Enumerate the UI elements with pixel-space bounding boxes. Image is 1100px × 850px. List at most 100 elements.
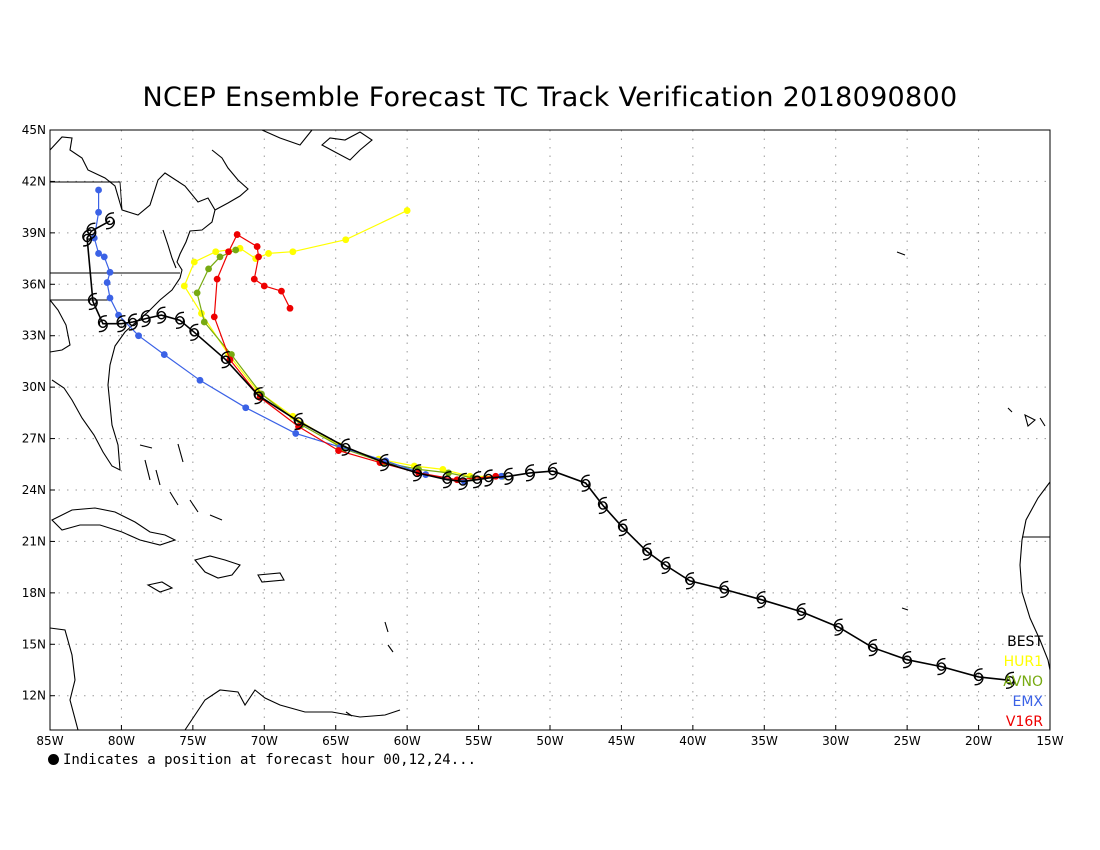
coastline-africa [1019, 481, 1051, 671]
track-point-emx [292, 430, 300, 437]
track-point-v16r [260, 282, 268, 290]
hurricane-symbol-eye [719, 585, 729, 594]
hurricane-symbol-eye [937, 662, 946, 671]
track-line-v16r [213, 233, 496, 481]
track-line-best [86, 220, 1011, 682]
x-tick-label: 50W [536, 734, 563, 748]
x-tick-label: 30W [822, 734, 849, 748]
hurricane-symbol-eye [618, 523, 628, 533]
y-tick-label: 27N [22, 432, 46, 446]
y-tick-label: 45N [22, 123, 46, 137]
island-bermuda [896, 251, 906, 256]
track-point-avno [216, 253, 224, 261]
track-v16r [210, 231, 500, 484]
track-point-emx [106, 294, 114, 302]
hurricane-symbol-eye [157, 310, 166, 320]
track-point-emx [95, 250, 102, 257]
x-tick-label: 55W [465, 734, 492, 748]
track-point-hur1 [190, 258, 198, 266]
track-point-v16r [335, 447, 342, 454]
hurricane-symbol-eye [757, 595, 766, 605]
track-line-avno [196, 249, 503, 479]
chart-title: NCEP Ensemble Forecast TC Track Verifica… [142, 82, 958, 113]
x-tick-label: 75W [179, 734, 206, 748]
legend-entry-avno: AVNO [1003, 674, 1043, 690]
hurricane-symbol-eye [442, 475, 452, 485]
track-point-v16r [278, 287, 285, 295]
hurricane-symbol-eye [548, 466, 558, 476]
hurricane-symbol-eye [598, 501, 608, 510]
x-tick-label: 15W [1036, 734, 1063, 748]
y-tick-label: 30N [22, 380, 46, 394]
coastline-gulf [49, 299, 71, 353]
hurricane-symbol-eye [189, 327, 199, 337]
track-point-hur1 [403, 207, 411, 214]
hurricane-symbol-eye [105, 216, 115, 226]
border-canada-us [50, 181, 123, 211]
footnote: Indicates a position at forecast hour 00… [48, 752, 476, 768]
y-tick-label: 42N [22, 174, 46, 188]
footnote-text: Indicates a position at forecast hour 00… [63, 752, 477, 768]
track-point-hur1 [439, 466, 447, 473]
track-point-emx [100, 253, 108, 261]
track-point-emx [103, 279, 111, 286]
hurricane-symbol-eye [294, 417, 303, 426]
hurricane-symbol-eye [525, 468, 535, 478]
forecast-tracks [82, 186, 1015, 689]
hurricane-symbol-eye [128, 317, 138, 327]
track-point-avno [228, 351, 235, 358]
legend-entry-hur1: HUR1 [1004, 654, 1043, 670]
coastline-north-america [49, 136, 216, 471]
hurricane-symbol-eye [87, 226, 96, 236]
track-point-v16r [210, 313, 218, 321]
track-point-avno [232, 246, 240, 254]
hurricane-symbol-eye [472, 475, 482, 485]
hurricane-symbol-eye [504, 471, 513, 481]
coastlines [49, 129, 1051, 731]
y-tick-label: 33N [22, 329, 46, 343]
track-point-v16r [233, 231, 241, 238]
hurricane-symbol-eye [661, 561, 671, 570]
coastline-newfoundland-gulf [261, 129, 313, 146]
x-tick-label: 70W [251, 734, 278, 748]
track-point-avno [193, 289, 201, 297]
coastline-maine [211, 149, 249, 211]
x-tick-label: 20W [965, 734, 992, 748]
track-point-emx [196, 376, 204, 384]
hurricane-symbol-eye [458, 477, 468, 486]
hurricane-symbol-eye [581, 478, 591, 488]
y-tick-label: 24N [22, 483, 46, 497]
hurricane-symbol-eye [117, 319, 126, 329]
legend: BEST HUR1 AVNO EMX V16R [1003, 634, 1043, 730]
hurricane-symbol-eye [175, 315, 185, 325]
track-point-emx [106, 268, 114, 276]
tick-labels: 85W 80W 75W 70W 65W 60W 55W 50W 45W 40W 35W 30W 25W 2… [22, 123, 1064, 748]
track-point-emx [90, 234, 98, 242]
coastline-central-america [49, 627, 79, 731]
x-tick-label: 35W [751, 734, 778, 748]
track-emx [90, 186, 505, 485]
island-lesser-antilles [345, 621, 394, 717]
x-tick-label: 85W [36, 734, 63, 748]
track-point-v16r [250, 275, 258, 283]
hurricane-symbol-eye [484, 473, 493, 483]
border-states [50, 272, 180, 301]
coastline-south-america [184, 689, 401, 731]
hurricane-symbol-eye [868, 643, 878, 653]
track-point-avno [205, 265, 212, 273]
coastline-chesapeake [162, 229, 177, 269]
island-bahamas [139, 443, 223, 521]
track-point-hur1 [212, 248, 220, 256]
x-tick-label: 40W [679, 734, 706, 748]
track-point-hur1 [289, 248, 297, 256]
legend-entry-emx: EMX [1012, 694, 1043, 710]
legend-entry-v16r: V16R [1006, 714, 1043, 730]
track-point-emx [95, 186, 102, 194]
island-cuba [51, 507, 177, 546]
hurricane-symbol-eye [797, 607, 806, 617]
hurricane-symbol-eye [88, 297, 98, 306]
x-tick-label: 60W [394, 734, 421, 748]
hurricane-symbol-eye [341, 442, 351, 452]
track-best [82, 212, 1015, 689]
island-azores [901, 607, 909, 611]
